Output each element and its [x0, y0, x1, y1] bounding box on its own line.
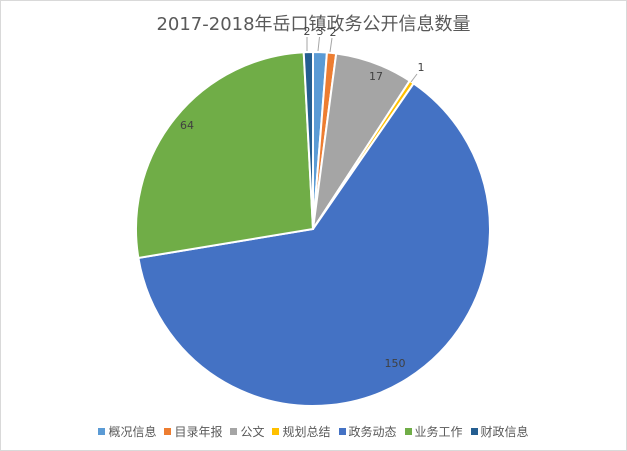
legend-label: 规划总结 [282, 425, 331, 439]
legend-swatch [98, 428, 106, 435]
legend-item-2: 目录年报 [164, 423, 222, 440]
legend-label: 财政信息 [480, 425, 529, 439]
data-label-3: 17 [369, 70, 383, 83]
data-label-2: 2 [330, 26, 337, 39]
legend-swatch [230, 428, 238, 435]
data-label-6: 64 [180, 119, 194, 132]
pie-slice-6 [135, 51, 315, 260]
chart-title: 2017-2018年岳口镇政务公开信息数量 [156, 14, 471, 35]
legend-label: 目录年报 [174, 425, 223, 439]
leader-line-1 [317, 36, 320, 52]
legend-swatch [272, 428, 280, 435]
label-leader-lines [306, 36, 418, 83]
legend-label: 业务工作 [414, 425, 463, 439]
data-label-4: 1 [418, 61, 425, 74]
pie-slice-5 [137, 81, 491, 407]
legend-item-7: 财政信息 [470, 423, 529, 440]
legend-item-4: 规划总结 [272, 423, 331, 440]
legend-label: 概况信息 [108, 425, 157, 439]
legend-swatch [338, 428, 346, 435]
data-labels: 3 2 17 1 150 64 2 [180, 25, 425, 370]
legend-swatch [404, 428, 412, 435]
legend-item-1: 概况信息 [98, 423, 156, 440]
pie-slices [135, 50, 491, 407]
leader-line-2 [329, 37, 333, 53]
leader-line-4 [410, 73, 418, 83]
data-label-7: 2 [304, 25, 311, 38]
legend-item-3: 公文 [230, 423, 264, 440]
legend-label: 公文 [240, 425, 265, 439]
legend-item-5: 政务动态 [338, 423, 397, 440]
data-label-1: 3 [317, 25, 324, 38]
legend: 概况信息 目录年报 公文 规划总结 政务动态 业务工作 财政信息 [0, 423, 627, 440]
legend-swatch [470, 428, 478, 435]
legend-label: 政务动态 [348, 425, 397, 439]
legend-item-6: 业务工作 [404, 423, 463, 440]
data-label-5: 150 [385, 357, 406, 370]
pie-slice-7 [302, 50, 314, 230]
legend-swatch [164, 428, 172, 435]
